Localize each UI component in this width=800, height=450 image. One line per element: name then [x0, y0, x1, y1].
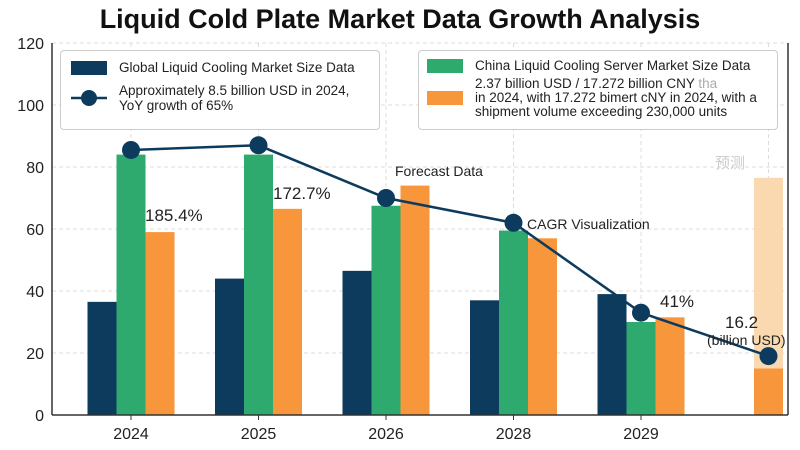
bar-china	[244, 154, 273, 415]
y-tick-label: 120	[17, 36, 44, 53]
bar-2.37	[655, 317, 685, 415]
legend-label-orange-2: in 2024, with 17.272 bimert cNY in 2024,…	[475, 90, 757, 105]
line-point	[122, 140, 140, 159]
bar-global	[342, 270, 372, 415]
chart-title: Liquid Cold Plate Market Data Growth Ana…	[99, 4, 701, 34]
annotation-2029: 41%	[660, 292, 695, 311]
bar-global	[470, 300, 499, 415]
line-point	[632, 303, 650, 322]
bar-2.37	[273, 208, 302, 415]
bar-china	[626, 322, 656, 415]
legend-label-orange-1: 2.37 billion USD / 17.272 billion CNY	[475, 76, 695, 91]
y-tick-label: 80	[26, 160, 44, 177]
y-tick-label: 20	[26, 346, 44, 363]
annotation-2024: 185.4%	[145, 206, 203, 225]
legend-right: China Liquid Cooling Server Market Size …	[418, 50, 778, 130]
legend-swatch-china	[427, 58, 463, 73]
legend-label-global: Global Liquid Cooling Market Size Data	[119, 60, 355, 75]
annotation-cagr: CAGR Visualization	[527, 216, 650, 232]
y-tick-label: 60	[26, 222, 44, 239]
bar-global	[87, 301, 117, 415]
y-tick-label: 40	[26, 284, 44, 301]
x-tick-label: 2024	[113, 426, 149, 443]
bar-global	[597, 294, 627, 415]
bar-2.37	[754, 368, 783, 415]
bar-china	[499, 230, 528, 415]
bar-global	[215, 278, 244, 415]
legend-label-orange-faded: tha	[698, 76, 718, 91]
legend-swatch-orange	[427, 91, 463, 105]
annotation-faded-label: 预测	[715, 155, 746, 172]
bar-china	[116, 154, 146, 415]
y-tick-label: 100	[17, 98, 44, 115]
annotation-forecast: Forecast Data	[395, 163, 483, 179]
bar-china	[371, 205, 401, 415]
legend-line-marker-icon	[71, 90, 107, 106]
y-tick-label: 0	[35, 408, 44, 425]
line-point	[377, 189, 395, 207]
annotation-final-unit: (billion USD)	[707, 332, 786, 348]
line-point	[249, 136, 268, 155]
line-series	[130, 144, 769, 358]
legend-label-orange-3: shipment volume exceeding 230,000 units	[475, 104, 728, 119]
bar-2.37	[400, 185, 430, 415]
legend-left: Global Liquid Cooling Market Size Data A…	[60, 50, 380, 130]
legend-label-china: China Liquid Cooling Server Market Size …	[475, 58, 751, 73]
bar-2.37	[145, 232, 175, 415]
x-tick-label: 2029	[623, 426, 659, 443]
legend-swatch-global	[71, 60, 107, 75]
x-tick-label: 2026	[368, 426, 404, 443]
legend-label-line-1: Approximately 8.5 billion USD in 2024,	[119, 83, 350, 98]
annotation-final-value: 16.2	[725, 313, 759, 332]
line-point	[504, 213, 523, 232]
annotation-2025: 172.7%	[273, 184, 331, 203]
x-tick-label: 2028	[496, 426, 532, 443]
line-point	[759, 347, 778, 366]
bar-2.37	[528, 238, 557, 415]
legend-label-line-2: YoY growth of 65%	[119, 98, 234, 113]
x-tick-label: 2025	[241, 426, 277, 443]
